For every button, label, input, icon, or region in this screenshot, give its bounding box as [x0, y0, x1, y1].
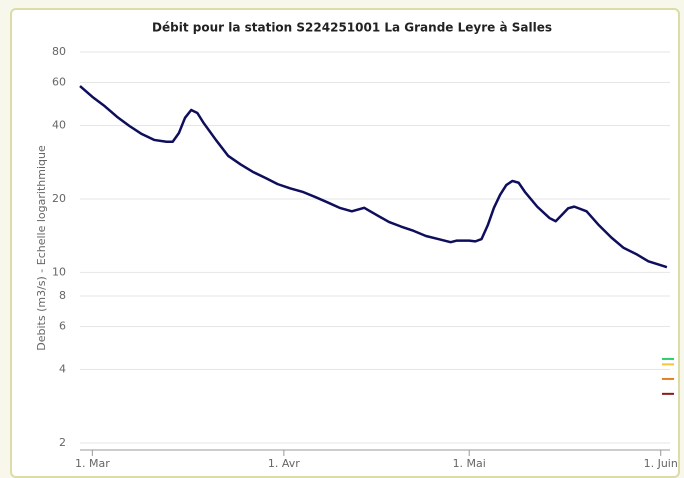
x-tick-label: 1. Avr — [268, 457, 300, 470]
y-tick-label: 4 — [59, 363, 66, 376]
y-tick-label: 8 — [59, 289, 66, 302]
data-line — [79, 85, 668, 269]
y-tick-label: 2 — [59, 436, 66, 449]
x-tick-label: 1. Mar — [75, 457, 110, 470]
chart-card — [10, 8, 680, 478]
x-tick-label: 1. Mai — [453, 457, 486, 470]
y-axis-label: Debits (m3/s) - Echelle logarithmique — [35, 145, 48, 351]
y-tick-label: 60 — [52, 75, 66, 88]
chart-title: Débit pour la station S224251001 La Gran… — [152, 21, 552, 35]
x-tick-label: 1. Juin — [644, 457, 678, 470]
y-tick-label: 40 — [52, 118, 66, 131]
y-tick-label: 10 — [52, 265, 66, 278]
y-tick-label: 6 — [59, 320, 66, 333]
y-tick-label: 80 — [52, 45, 66, 58]
y-tick-label: 20 — [52, 192, 66, 205]
